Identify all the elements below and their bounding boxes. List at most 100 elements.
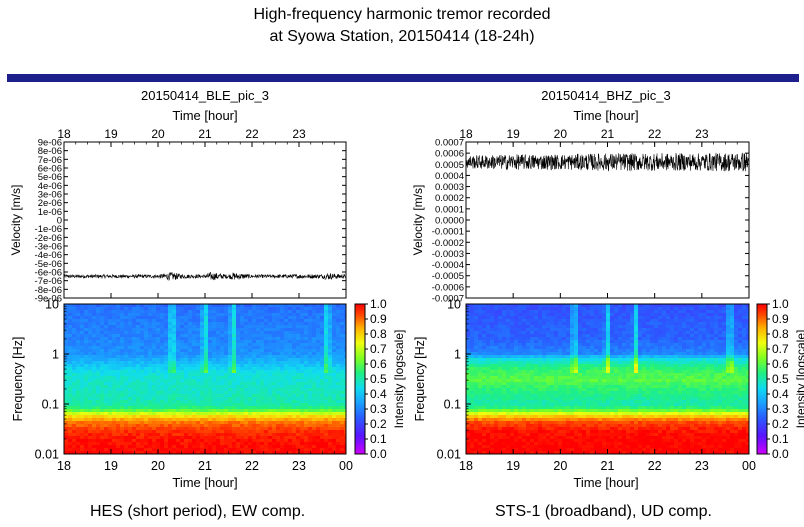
left-spectrogram-cell xyxy=(144,445,149,449)
left-spectrogram-cell xyxy=(248,430,253,434)
left-spectrogram-cell xyxy=(308,442,313,446)
left-spectrogram-cell xyxy=(316,400,321,404)
right-spectrogram-cell xyxy=(694,304,699,308)
left-spectrogram-cell xyxy=(280,352,285,356)
left-spectrogram-cell xyxy=(296,379,301,383)
left-spectrogram-cell xyxy=(120,448,125,452)
left-spectrogram-cell xyxy=(104,382,109,386)
left-spectrogram-cell xyxy=(144,337,149,341)
right-spectrogram-cell xyxy=(618,331,623,335)
left-spectrogram-cell xyxy=(312,340,317,344)
left-spectrogram-cell xyxy=(292,427,297,431)
right-spectrogram-cell xyxy=(546,346,551,350)
right-spectrogram-cell xyxy=(558,304,563,308)
left-spectrogram-cell xyxy=(264,406,269,410)
left-spectrogram-cell xyxy=(104,304,109,308)
left-spectrogram-cell xyxy=(92,361,97,365)
left-spectrogram-cell xyxy=(148,373,153,377)
left-spectrogram-cell xyxy=(108,379,113,383)
left-spectrogram-cell xyxy=(340,355,345,359)
right-spectrogram-cell xyxy=(514,343,519,347)
right-spectrogram-cell xyxy=(710,331,715,335)
left-spectrogram-cell xyxy=(84,439,89,443)
left-spectrogram-cell xyxy=(340,379,345,383)
left-spectrogram-cell xyxy=(160,403,165,407)
left-spectrogram-cell xyxy=(252,367,257,371)
right-timeseries-ytick-label: 0.0007 xyxy=(435,138,464,149)
right-spectrogram-cell xyxy=(486,346,491,350)
left-spectrogram-cell xyxy=(164,322,169,326)
left-spectrogram-cell xyxy=(344,328,347,332)
right-spectrogram-cell xyxy=(582,316,587,320)
left-spectrogram-cell xyxy=(176,379,181,383)
left-spectrogram-cell xyxy=(100,442,105,446)
left-spectrogram-cell xyxy=(244,343,249,347)
right-spectrogram-cell xyxy=(530,310,535,314)
left-spectrogram-cell xyxy=(308,391,313,395)
right-spectrogram-cell xyxy=(622,307,627,311)
right-spectrogram-cell xyxy=(538,304,543,308)
right-spectrogram-cell xyxy=(602,328,607,332)
left-spectrogram-cell xyxy=(184,418,189,422)
right-spectrogram-cell xyxy=(498,313,503,317)
left-spectrogram-cell xyxy=(196,382,201,386)
right-spectrogram-cell xyxy=(538,319,543,323)
left-spectrogram-cell xyxy=(308,358,313,362)
left-spectrogram-cell xyxy=(312,379,317,383)
left-spectrogram-cell xyxy=(320,343,325,347)
left-spectrogram-cell xyxy=(288,394,293,398)
left-spectrogram-cell xyxy=(320,397,325,401)
left-spectrogram-cell xyxy=(344,373,347,377)
left-spectrogram-cell xyxy=(212,412,217,416)
left-spectrogram-cell xyxy=(336,349,341,353)
left-spectrogram-cell xyxy=(116,322,121,326)
right-spectrogram-cell xyxy=(626,322,631,326)
left-timeseries-ytick-label: 4e-06 xyxy=(38,181,62,192)
left-spectrogram-cell xyxy=(320,310,325,314)
right-spectrogram-cell xyxy=(614,319,619,323)
left-spectrogram-cell xyxy=(332,337,337,341)
left-spectrogram-cell xyxy=(80,343,85,347)
left-spectrogram-cell xyxy=(284,337,289,341)
left-spectrogram-cell xyxy=(300,379,305,383)
left-spectrogram-cell xyxy=(320,439,325,443)
left-spectrogram-cell xyxy=(76,337,81,341)
left-spectrogram-cell xyxy=(100,358,105,362)
left-spectrogram-cell xyxy=(228,445,233,449)
right-spectrogram-cell xyxy=(726,328,731,332)
left-spectrogram-cell xyxy=(200,385,205,389)
left-spectrogram-cell xyxy=(144,304,149,308)
left-spectrogram-cell xyxy=(324,331,329,335)
right-spectrogram-cell xyxy=(582,307,587,311)
left-spectrogram-cell xyxy=(120,394,125,398)
left-spectrogram-cell xyxy=(248,412,253,416)
left-spectrogram-cell xyxy=(168,385,173,389)
left-spectrogram-cell xyxy=(188,445,193,449)
left-spectrogram-cell xyxy=(128,361,133,365)
left-spectrogram-cell xyxy=(168,307,173,311)
left-spectrogram-cell xyxy=(316,403,321,407)
left-spectrogram-cell xyxy=(204,352,209,356)
left-spectrogram-cell xyxy=(212,430,217,434)
right-spectrogram-cell xyxy=(626,349,631,353)
right-spectrogram-cell xyxy=(514,340,519,344)
left-spectrogram-cell xyxy=(112,334,117,338)
left-spectrogram-cell xyxy=(284,310,289,314)
left-spectrogram-cell xyxy=(108,319,113,323)
left-spectrogram-cell xyxy=(124,316,129,320)
left-spectrogram-cell xyxy=(300,310,305,314)
left-spectrogram-cell xyxy=(324,421,329,425)
left-spectrogram-cell xyxy=(344,307,347,311)
left-spectrogram-cell xyxy=(304,442,309,446)
left-spectrogram-cell xyxy=(92,373,97,377)
left-spectrogram-cell xyxy=(136,424,141,428)
left-spectrogram-cell xyxy=(268,391,273,395)
left-spectrogram-cell xyxy=(104,349,109,353)
left-spectrogram-cell xyxy=(116,319,121,323)
left-spectrogram-cell xyxy=(248,316,253,320)
left-spectrogram-cell xyxy=(76,364,81,368)
left-spectrogram-cell xyxy=(120,307,125,311)
left-spectrogram-cell xyxy=(100,451,105,455)
left-spectrogram-cell xyxy=(288,307,293,311)
right-spectrogram-cell xyxy=(550,334,555,338)
